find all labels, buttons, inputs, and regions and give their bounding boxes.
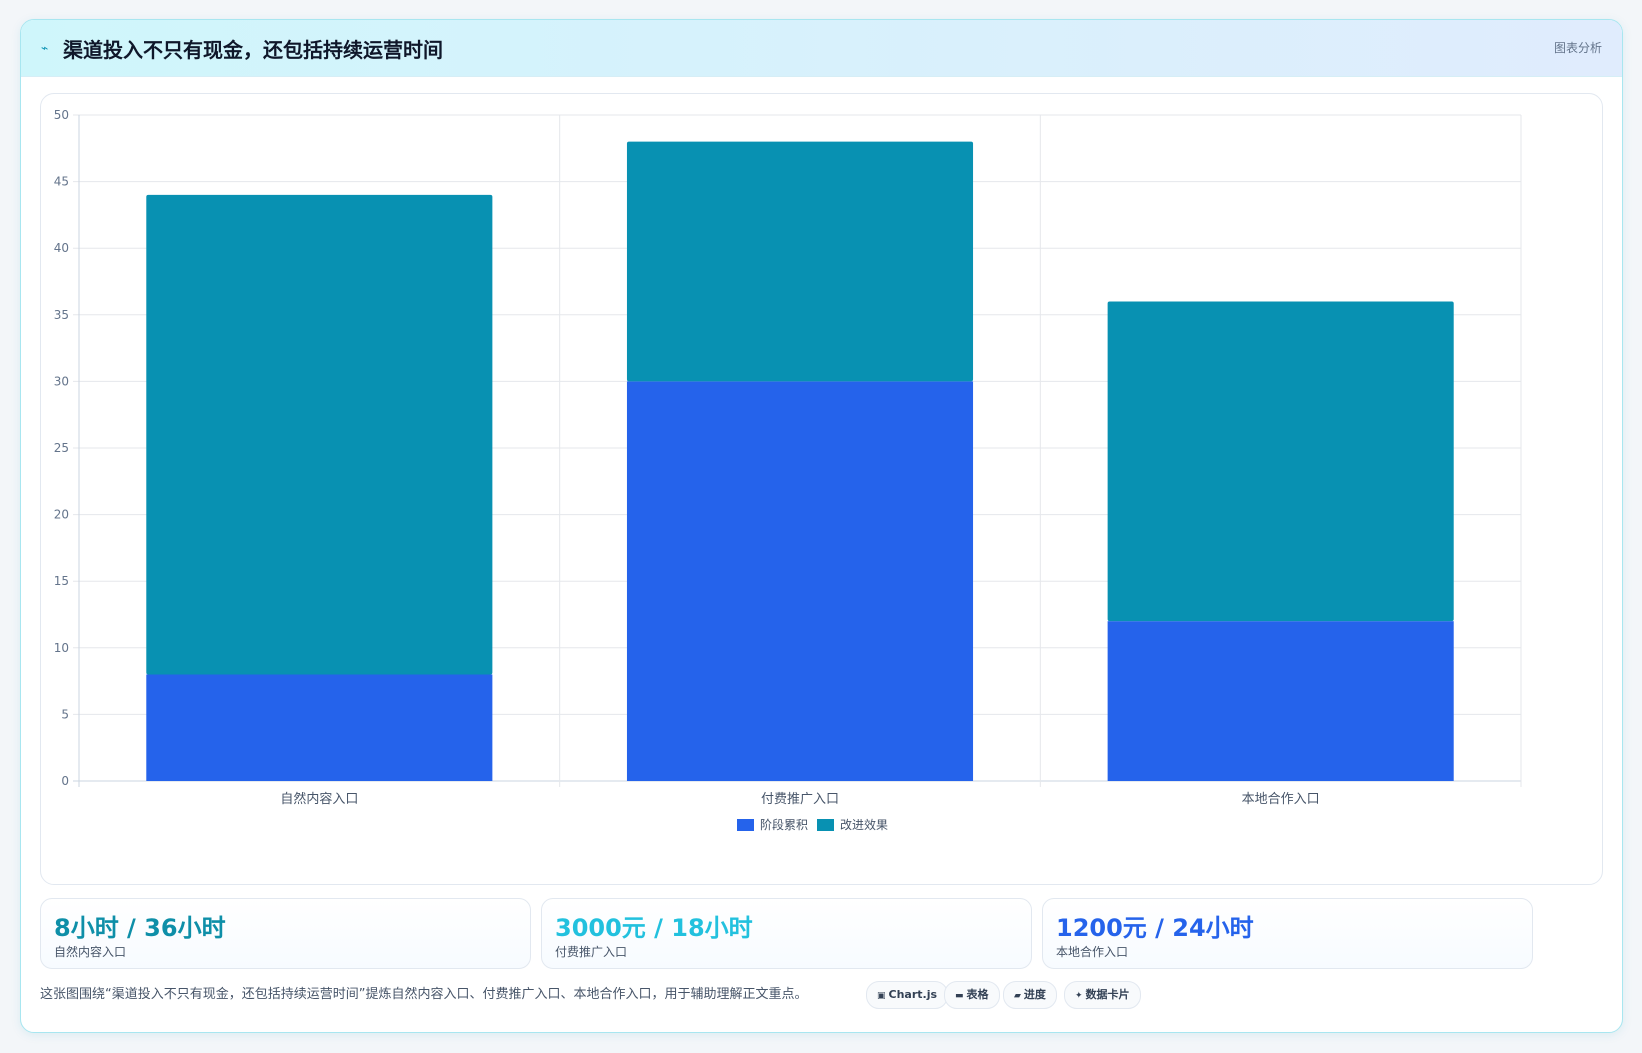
bar-segment [626, 141, 974, 382]
legend-label: 改进效果 [840, 817, 888, 832]
x-category-label: 自然内容入口 [280, 791, 358, 807]
y-tick-label: 40 [54, 241, 69, 255]
stat-card-organic: 8小时 / 36小时 自然内容入口 [40, 898, 531, 969]
pill-table[interactable]: ▬ 表格 [944, 981, 1000, 1009]
stat-card-local: 1200元 / 24小时 本地合作入口 [1042, 898, 1533, 969]
chart-container: 0 5 10 15 20 25 30 35 40 45 50 自然内容入口 付费推广入口 本地合作入口阶段… [40, 93, 1603, 885]
stat-label: 自然内容入口 [54, 945, 127, 959]
bar-segment [1107, 621, 1454, 781]
chart-card: ⌁ 渠道投入不只有现金，还包括持续运营时间 图表分析 0 5 10 15 20 25 30 3… [20, 19, 1623, 1033]
bar-segment [626, 381, 974, 781]
y-tick-label: 15 [54, 574, 69, 588]
bar-segment [146, 674, 493, 781]
legend-label: 阶段累积 [760, 817, 808, 832]
y-tick-label: 35 [54, 308, 69, 322]
legend-swatch [817, 819, 834, 831]
pill-label: 表格 [966, 988, 989, 1001]
pill-chartjs[interactable]: ▣ Chart.js [866, 981, 949, 1009]
pill-data-card[interactable]: ✦ 数据卡片 [1064, 981, 1141, 1009]
progress-icon: ▰ [1014, 991, 1021, 1001]
stat-value: 1200元 / 24小时 [1056, 914, 1254, 942]
chart-icon: ▣ [877, 991, 886, 1001]
stat-card-paid: 3000元 / 18小时 付费推广入口 [541, 898, 1032, 969]
card-title: 渠道投入不只有现金，还包括持续运营时间 [63, 38, 443, 62]
y-tick-label: 0 [61, 774, 69, 788]
stat-label: 付费推广入口 [555, 945, 628, 959]
chart-caption: 这张图围绕“渠道投入不只有现金，还包括持续运营时间”提炼自然内容入口、付费推广入… [40, 987, 808, 1002]
x-category-label: 本地合作入口 [1242, 792, 1320, 807]
y-tick-label: 5 [61, 707, 69, 721]
y-tick-label: 30 [54, 374, 69, 388]
zigzag-icon: ⌁ [41, 41, 49, 55]
y-tick-label: 45 [54, 175, 69, 189]
y-tick-label: 10 [54, 641, 69, 655]
pill-label: 数据卡片 [1085, 988, 1130, 1001]
stacked-bar-chart: 0 5 10 15 20 25 30 35 40 45 50 自然内容入口 付费推广入口 本地合作入口阶段… [54, 108, 1522, 832]
y-tick-label: 20 [54, 508, 69, 522]
pill-label: 进度 [1023, 988, 1046, 1001]
y-tick-label: 25 [54, 441, 69, 455]
pill-progress[interactable]: ▰ 进度 [1003, 981, 1057, 1009]
bar-segment [1107, 301, 1454, 622]
stat-label: 本地合作入口 [1056, 945, 1129, 959]
y-tick-label: 50 [54, 108, 69, 122]
legend-swatch [737, 819, 754, 831]
pill-label: Chart.js [888, 988, 938, 1001]
stat-value: 3000元 / 18小时 [555, 914, 753, 942]
sparkle-icon: ✦ [1075, 991, 1083, 1001]
bar-segment [146, 194, 493, 675]
chart-analysis-tag: 图表分析 [1553, 41, 1602, 55]
card-header: ⌁ 渠道投入不只有现金，还包括持续运营时间 图表分析 [21, 20, 1622, 77]
stat-value: 8小时 / 36小时 [54, 914, 226, 942]
x-category-label: 付费推广入口 [761, 792, 839, 807]
table-icon: ▬ [955, 991, 964, 1001]
